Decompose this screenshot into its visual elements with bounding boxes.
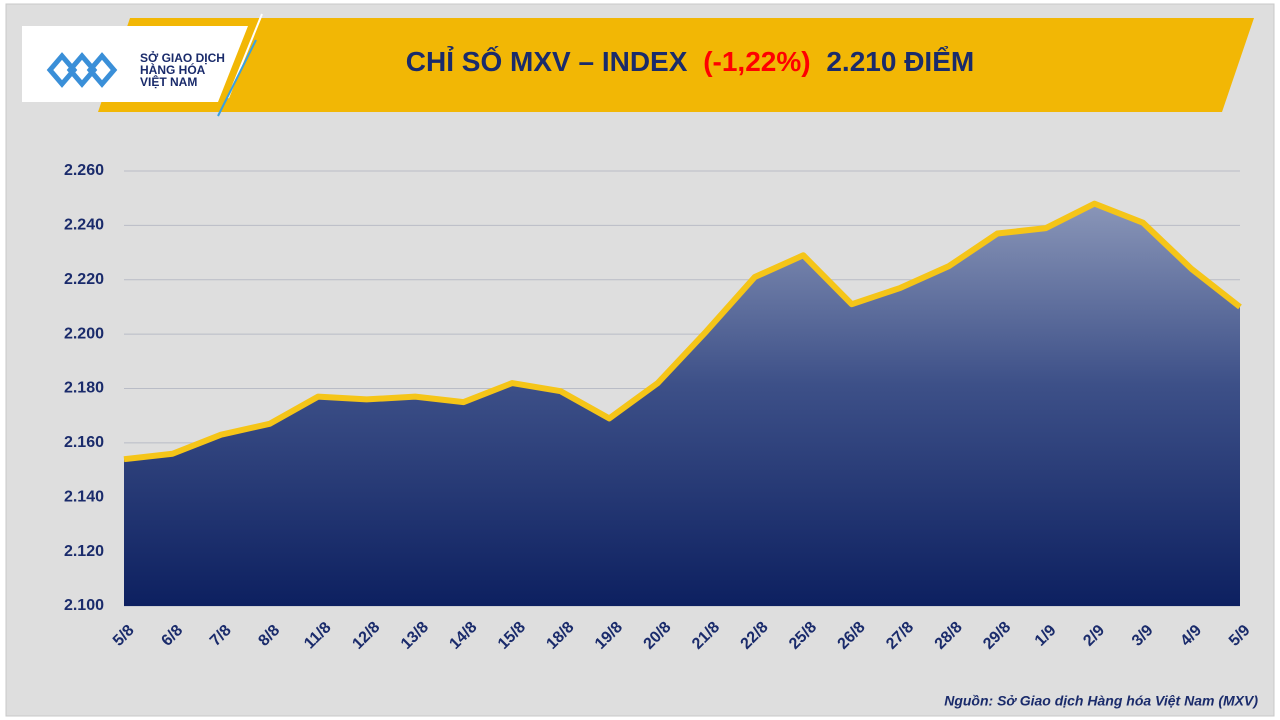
y-tick-label: 2.140 xyxy=(64,488,104,505)
logo-icon xyxy=(46,52,118,88)
y-tick-label: 2.220 xyxy=(64,271,104,288)
logo-text: VIỆT NAM xyxy=(140,74,197,89)
header-band xyxy=(98,18,1254,112)
logo-text: HÀNG HÓA xyxy=(140,62,206,77)
chart-title: CHỈ SỐ MXV – INDEX (-1,22%) 2.210 ĐIỂM xyxy=(406,45,974,77)
y-tick-label: 2.120 xyxy=(64,543,104,560)
line xyxy=(123,200,1242,463)
y-tick-label: 2.240 xyxy=(64,217,104,234)
y-tick-label: 2.100 xyxy=(64,597,104,614)
source-note: Nguồn: Sở Giao dịch Hàng hóa Việt Nam (M… xyxy=(944,693,1258,709)
decor-line xyxy=(217,39,257,117)
y-tick-label: 2.200 xyxy=(64,325,104,342)
area xyxy=(124,203,1240,606)
y-tick-label: 2.180 xyxy=(64,380,104,397)
logo-text: SỞ GIAO DỊCH xyxy=(140,50,225,65)
y-tick-label: 2.260 xyxy=(64,162,104,179)
title-part: CHỈ SỐ MXV – INDEX xyxy=(406,45,688,77)
title-change: (-1,22%) xyxy=(703,46,810,77)
title-part: 2.210 ĐIỂM xyxy=(826,46,974,77)
y-tick-label: 2.160 xyxy=(64,434,104,451)
